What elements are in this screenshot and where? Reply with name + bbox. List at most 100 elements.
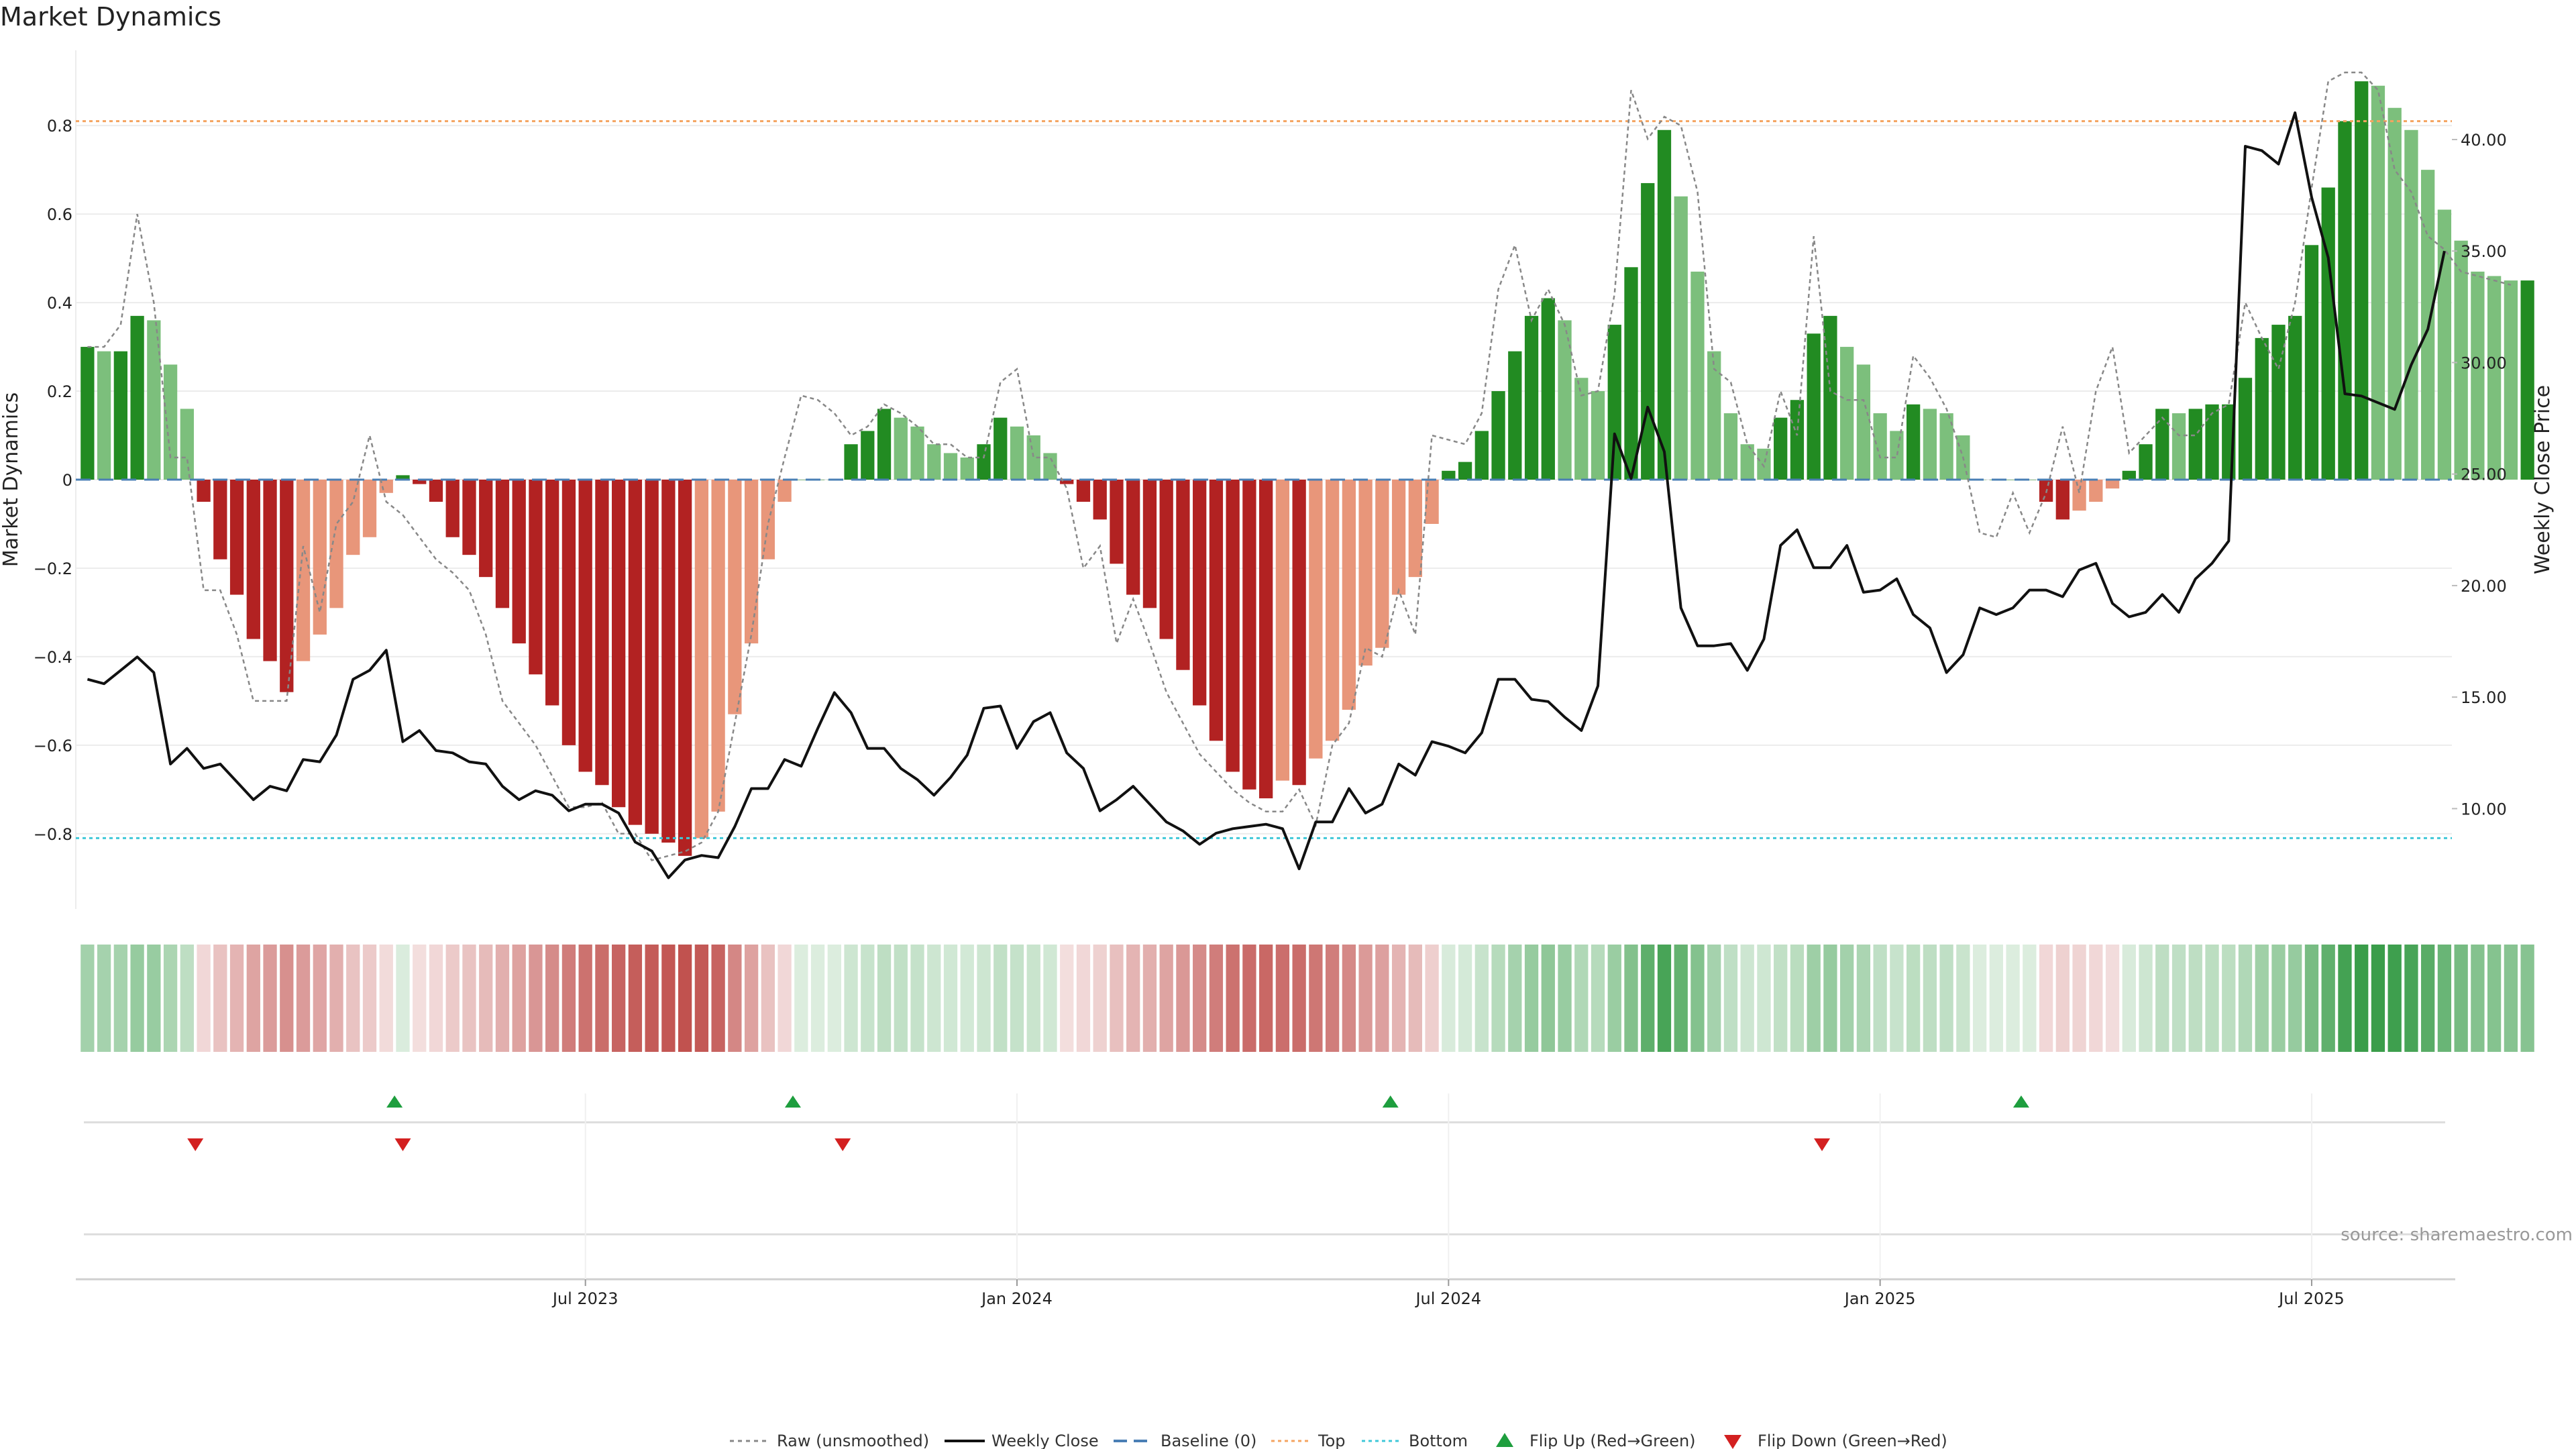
heat-cell (2387, 945, 2402, 1052)
heat-cell (2039, 945, 2053, 1052)
heat-cell (346, 945, 360, 1052)
heat-cell (1292, 945, 1306, 1052)
dynamics-bar (346, 480, 360, 555)
dynamics-bar (1541, 298, 1555, 480)
dynamics-bar (1757, 448, 1771, 480)
legend-flip-up-swatch (1496, 1433, 1513, 1447)
heat-cell (2089, 945, 2103, 1052)
dynamics-bar (877, 409, 892, 480)
legend-top-label: Top (1318, 1432, 1346, 1449)
heat-cell (2171, 945, 2186, 1052)
heat-cell (2404, 945, 2418, 1052)
heat-cell (2421, 945, 2435, 1052)
flip-down-marker (1814, 1138, 1831, 1151)
dynamics-bar (213, 480, 227, 559)
heat-cell (2321, 945, 2335, 1052)
heat-cell (1657, 945, 1672, 1052)
left-tick-label: −0.4 (34, 648, 72, 667)
dynamics-bar (927, 444, 941, 480)
dynamics-bar (1110, 480, 1124, 564)
flip-up-marker (1382, 1095, 1399, 1108)
heat-cell (2371, 945, 2385, 1052)
heat-cell (777, 945, 792, 1052)
dynamics-bar (744, 480, 759, 644)
weekly-close-line (87, 111, 2446, 879)
heat-cell (246, 945, 260, 1052)
heat-cell (1358, 945, 1373, 1052)
heat-cell (1690, 945, 1705, 1052)
heat-cell (1641, 945, 1655, 1052)
heat-cell (960, 945, 974, 1052)
dynamics-bar (246, 480, 260, 639)
dynamics-bar (2437, 209, 2452, 480)
flip-markers-panel (84, 1095, 2445, 1236)
dynamics-bar (1574, 378, 1589, 480)
dynamics-bar (1807, 333, 1821, 480)
heat-cell (1076, 945, 1091, 1052)
heat-cell (1541, 945, 1555, 1052)
dynamics-bar (661, 480, 676, 843)
x-tick-label: Jan 2024 (980, 1289, 1053, 1308)
heat-cell (1873, 945, 1887, 1052)
left-axis-label: Market Dynamics (0, 392, 23, 568)
heat-cell (977, 945, 991, 1052)
dynamics-bar (1193, 480, 1207, 706)
dynamics-bar (2238, 378, 2253, 480)
dynamics-bars (80, 81, 2534, 856)
heat-cell (910, 945, 924, 1052)
dynamics-bar (495, 480, 510, 608)
heat-cell (147, 945, 161, 1052)
left-axis-ticks: 0.8 0.6 0.4 0.2 0 −0.2 −0.4 −0.6 −0.8 (34, 117, 72, 844)
dynamics-bar (1823, 315, 1837, 480)
dynamics-bar (943, 453, 958, 480)
dynamics-bar (2304, 245, 2319, 480)
heat-cell (1258, 945, 1273, 1052)
dynamics-bar (1309, 480, 1323, 759)
dynamics-bar (2321, 187, 2335, 480)
dynamics-bar (1840, 347, 1854, 480)
legend-flip-down-label: Flip Down (Green→Red) (1758, 1432, 1947, 1449)
dynamics-bar (529, 480, 543, 675)
left-tick-label: 0.8 (47, 117, 72, 136)
dynamics-bar (910, 426, 924, 480)
heat-cell (678, 945, 692, 1052)
dynamics-bar (561, 480, 576, 745)
heat-cell (2271, 945, 2286, 1052)
left-tick-label: 0 (62, 471, 72, 490)
heat-cell (578, 945, 592, 1052)
dynamics-bar (2105, 480, 2120, 489)
dynamics-bar (2520, 280, 2534, 480)
heat-cell (313, 945, 327, 1052)
dynamics-bar (1043, 453, 1057, 480)
dynamics-bar (1873, 413, 1887, 480)
heat-cell (1010, 945, 1024, 1052)
dynamics-bar (1474, 431, 1489, 480)
dynamics-bar (844, 444, 858, 480)
right-axis-label: Weekly Close Price (2531, 385, 2555, 574)
legend-flip-up-label: Flip Up (Red→Green) (1529, 1432, 1696, 1449)
dynamics-bar (545, 480, 559, 706)
heat-cell (1757, 945, 1771, 1052)
dynamics-bar (1126, 480, 1140, 595)
heat-cell (2188, 945, 2202, 1052)
source-note: source: sharemaestro.com (2341, 1225, 2573, 1245)
heat-cell (1906, 945, 1921, 1052)
legend-flip-down-swatch (1724, 1435, 1741, 1449)
heat-cell (512, 945, 526, 1052)
dynamics-bar (2454, 240, 2468, 480)
dynamics-bar (2055, 480, 2070, 520)
heat-cell (561, 945, 576, 1052)
heat-cell (97, 945, 111, 1052)
legend-raw-label: Raw (unsmoothed) (777, 1432, 929, 1449)
heat-cell (180, 945, 194, 1052)
heat-cell (711, 945, 725, 1052)
flip-up-marker (386, 1095, 403, 1108)
dynamics-bar (645, 480, 659, 834)
heat-cell (1126, 945, 1140, 1052)
heat-cell (2504, 945, 2518, 1052)
dynamics-bar (2139, 444, 2153, 480)
heat-cell (362, 945, 377, 1052)
dynamics-bar (977, 444, 991, 480)
dynamics-bar (1325, 480, 1340, 741)
